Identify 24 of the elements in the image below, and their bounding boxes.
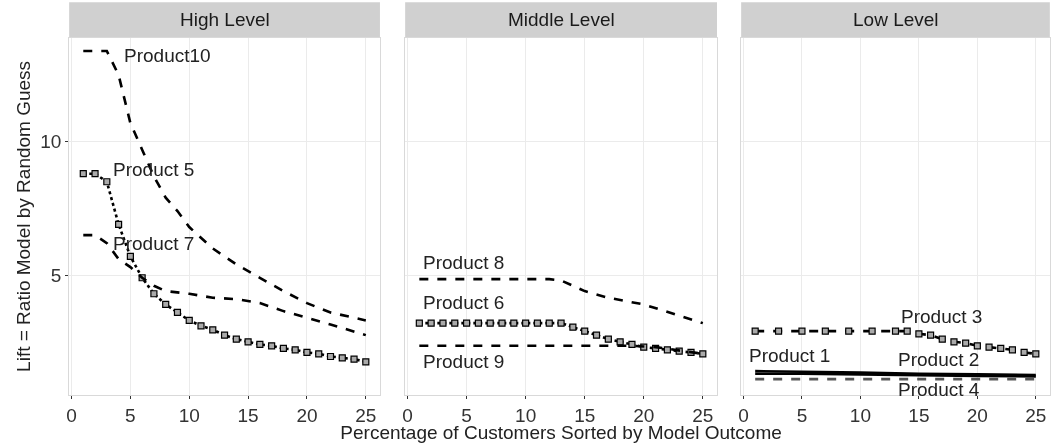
x-tick-label: 0 bbox=[66, 404, 77, 426]
x-tick-label: 10 bbox=[178, 404, 200, 426]
series-label: Product 1 bbox=[749, 345, 831, 366]
x-tick-label: 10 bbox=[849, 404, 871, 426]
series-label: Product 9 bbox=[423, 351, 505, 372]
series-label: Product 4 bbox=[898, 379, 980, 400]
y-axis-title: Lift = Ratio Model by Random Guess bbox=[13, 60, 35, 372]
x-tick-label: 15 bbox=[237, 404, 259, 426]
x-tick-label: 20 bbox=[966, 404, 988, 426]
x-tick-label: 25 bbox=[1025, 404, 1047, 426]
x-tick-label: 15 bbox=[908, 404, 930, 426]
series-label: Product 3 bbox=[901, 306, 983, 327]
series-label: Product10 bbox=[124, 45, 211, 66]
chart-title: Middle Level bbox=[508, 9, 615, 30]
x-tick-label: 5 bbox=[796, 404, 808, 426]
series-label: Product 2 bbox=[898, 349, 980, 370]
x-tick-label: 5 bbox=[125, 404, 136, 426]
series-label: Product 5 bbox=[113, 159, 195, 180]
series-label: Product 8 bbox=[423, 252, 505, 273]
chart-title: Low Level bbox=[853, 9, 939, 30]
chart-title: High Level bbox=[180, 9, 270, 30]
x-tick-label: 20 bbox=[296, 404, 318, 426]
series-label: Product 7 bbox=[113, 233, 195, 254]
series-label: Product 6 bbox=[423, 292, 505, 313]
